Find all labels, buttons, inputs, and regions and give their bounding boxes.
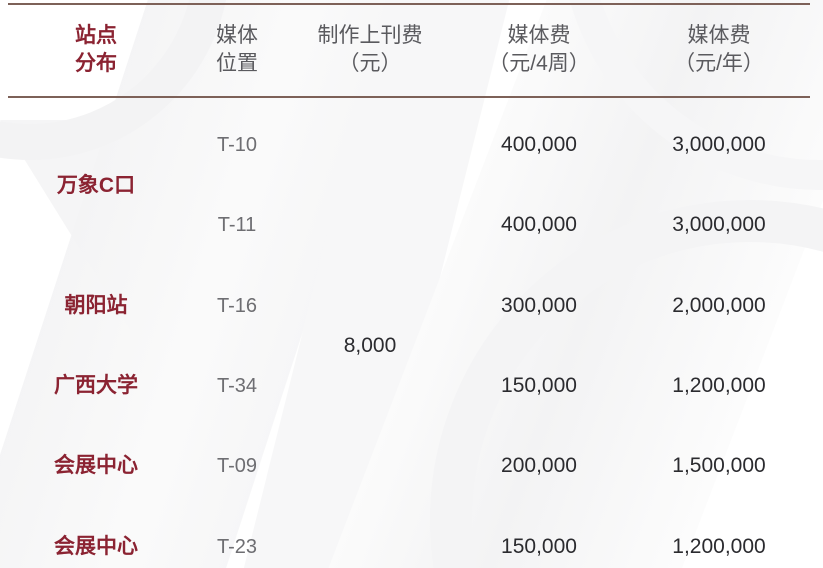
column-header-station-line1: 站点: [75, 24, 117, 47]
table-row-fee-4weeks: 400,000: [501, 213, 577, 236]
table-row-fee-4weeks: 200,000: [501, 454, 577, 477]
table-row-position: T-10: [216, 134, 258, 156]
table-row-position: T-16: [216, 295, 258, 317]
column-header-production-fee-line2: （元）: [338, 51, 402, 75]
table-top-rule: [8, 3, 810, 5]
column-header-media-fee-4weeks-line1: 媒体费: [507, 24, 571, 47]
table-row-fee-year: 1,200,000: [672, 535, 766, 558]
header-divider-rule: [8, 96, 810, 98]
table-row-position: T-34: [216, 375, 258, 397]
column-header-production-fee-line1: 制作上刊费: [317, 24, 423, 47]
table-row-position: T-11: [217, 214, 257, 236]
column-header-media-fee-4weeks-line2: （元/4周）: [488, 51, 590, 75]
column-header-media-fee-year-line1: 媒体费: [687, 24, 751, 47]
column-header-media-fee-4weeks: 媒体费 （元/4周）: [450, 22, 628, 77]
station-name-convention-center-2: 会展中心: [54, 535, 138, 558]
column-header-media-fee-year: 媒体费 （元/年）: [628, 22, 810, 77]
table-row-position: T-09: [216, 455, 258, 477]
production-fee-merged-cell: 8,000: [343, 334, 397, 357]
column-header-position-line2: 位置: [216, 51, 258, 75]
table-row-fee-4weeks: 400,000: [501, 133, 577, 156]
column-header-station-line2: 分布: [75, 51, 117, 75]
table-row-fee-year: 1,500,000: [672, 454, 766, 477]
table-row-fee-4weeks: 150,000: [501, 374, 577, 397]
table-row-fee-year: 3,000,000: [672, 133, 766, 156]
column-header-production-fee: 制作上刊费 （元）: [290, 22, 450, 77]
station-name-guangxi-university: 广西大学: [54, 374, 138, 397]
table-row-fee-year: 1,200,000: [672, 374, 766, 397]
station-name-chaoyang: 朝阳站: [64, 294, 128, 317]
column-header-media-fee-year-line2: （元/年）: [674, 51, 764, 75]
column-header-position-line1: 媒体: [216, 24, 258, 47]
table-row-fee-4weeks: 300,000: [501, 294, 577, 317]
column-header-station: 站点 分布: [8, 22, 184, 77]
table-row-fee-year: 3,000,000: [672, 213, 766, 236]
table-row-fee-year: 2,000,000: [672, 294, 766, 317]
table-row-position: T-23: [216, 536, 258, 558]
table-row-fee-4weeks: 150,000: [501, 535, 577, 558]
station-name-convention-center-1: 会展中心: [54, 454, 138, 477]
column-header-position: 媒体 位置: [184, 22, 290, 77]
station-name-wanxiang: 万象C口: [56, 174, 136, 197]
